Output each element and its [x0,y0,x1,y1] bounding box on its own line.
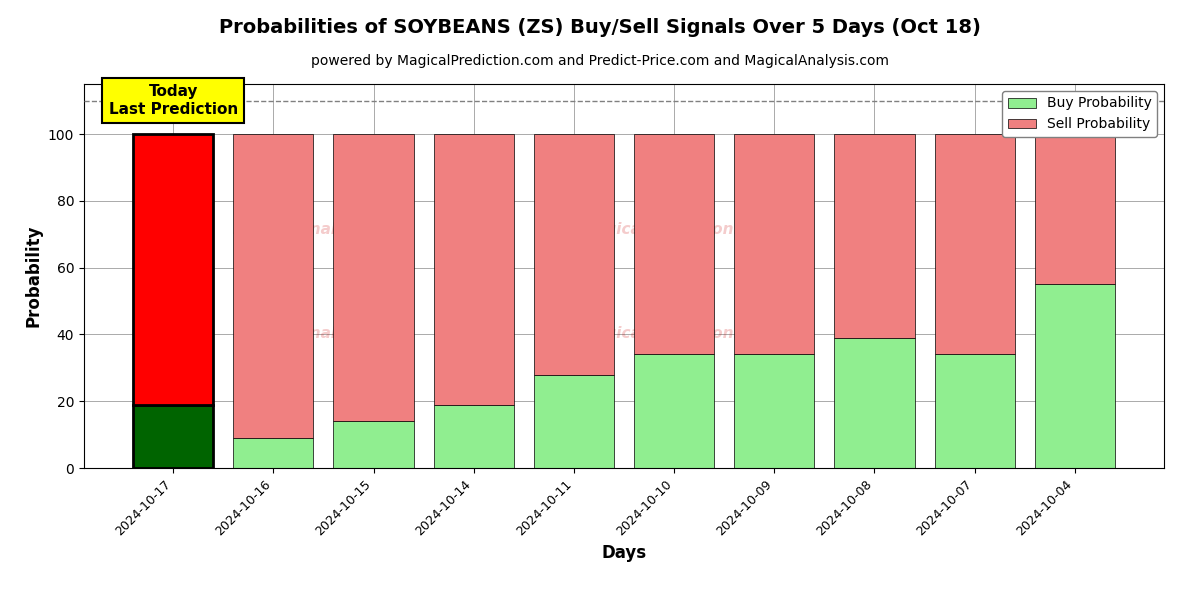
Bar [233,438,313,468]
Bar [534,134,614,374]
Bar [133,404,214,468]
Bar [935,134,1015,355]
Bar [634,134,714,355]
Bar [233,134,313,438]
Bar [834,338,914,468]
Bar [534,374,614,468]
Legend: Buy Probability, Sell Probability: Buy Probability, Sell Probability [1002,91,1157,137]
Bar [734,355,815,468]
X-axis label: Days: Days [601,544,647,562]
Bar [1034,134,1115,284]
Bar [734,134,815,355]
Bar [1034,284,1115,468]
Text: MagicalPrediction.com: MagicalPrediction.com [581,223,775,238]
Bar [334,421,414,468]
Bar [433,404,514,468]
Text: powered by MagicalPrediction.com and Predict-Price.com and MagicalAnalysis.com: powered by MagicalPrediction.com and Pre… [311,54,889,68]
Text: MagicalPrediction.com: MagicalPrediction.com [581,326,775,341]
Y-axis label: Probability: Probability [24,225,42,327]
Bar [935,355,1015,468]
Text: MagicalAnalysis.com: MagicalAnalysis.com [233,223,410,238]
Bar [133,134,214,404]
Bar [834,134,914,338]
Text: MagicalAnalysis.com: MagicalAnalysis.com [233,326,410,341]
Text: Probabilities of SOYBEANS (ZS) Buy/Sell Signals Over 5 Days (Oct 18): Probabilities of SOYBEANS (ZS) Buy/Sell … [220,18,980,37]
Bar [334,134,414,421]
Bar [433,134,514,404]
Bar [634,355,714,468]
Text: Today
Last Prediction: Today Last Prediction [108,85,238,117]
